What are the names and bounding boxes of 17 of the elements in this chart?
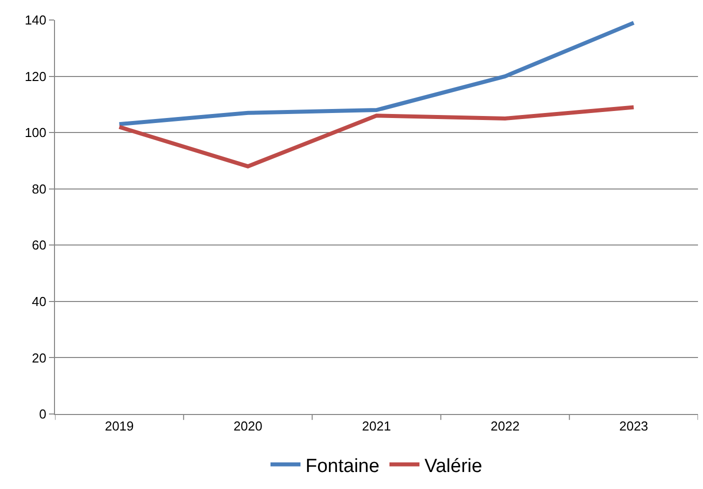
y-tick-label: 0 — [39, 406, 46, 422]
x-tick-label: 2020 — [233, 418, 262, 434]
legend-label: Fontaine — [306, 456, 380, 477]
y-tick-label: 20 — [32, 350, 46, 366]
x-tick-label: 2019 — [104, 418, 134, 434]
line-series — [117, 105, 636, 168]
legend-label: Valérie — [424, 456, 482, 477]
y-tick-label: 120 — [24, 68, 46, 84]
x-tick-label: 2021 — [362, 418, 391, 434]
line-series — [117, 20, 636, 126]
y-tick-label: 80 — [32, 181, 46, 196]
y-tick-label: 60 — [32, 238, 46, 253]
x-tick-label: 2023 — [619, 418, 648, 434]
y-tick-label: 140 — [24, 12, 46, 28]
y-tick-label: 100 — [24, 125, 46, 140]
x-tick-label: 2022 — [490, 418, 520, 434]
y-tick-label: 40 — [32, 294, 46, 309]
